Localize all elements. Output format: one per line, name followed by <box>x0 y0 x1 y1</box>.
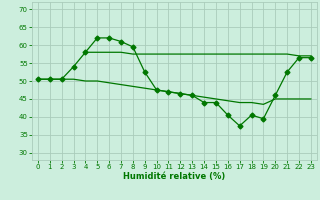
X-axis label: Humidité relative (%): Humidité relative (%) <box>123 172 226 181</box>
